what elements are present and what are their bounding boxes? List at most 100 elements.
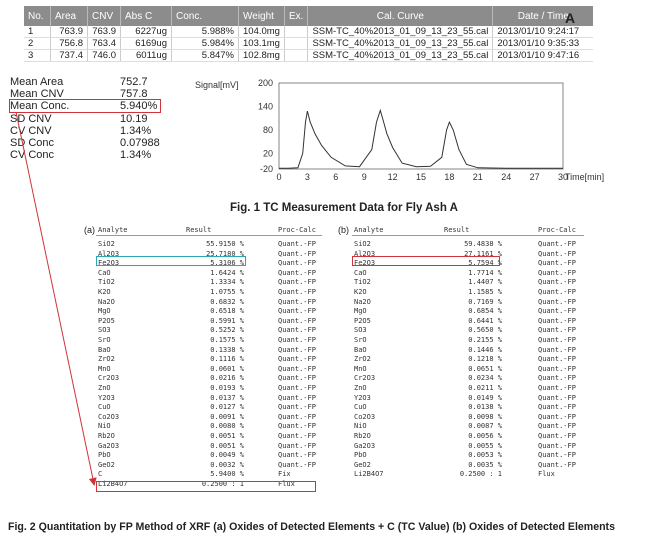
xrf-cell: Quant.-FP [278, 268, 316, 277]
xrf-cell: Quant.-FP [278, 278, 316, 287]
xrf-row: MgO 0.6518 % Quant.-FP [96, 307, 322, 316]
stat-value: 5.940% [120, 100, 158, 113]
xrf-row: Ga2O3 0.0055 % Quant.-FP [352, 442, 584, 451]
xrf-cell: Flux [278, 480, 295, 488]
xrf-cell: 0.0127 % [210, 403, 244, 412]
tc-table-cell: 756.8 [50, 37, 88, 50]
xrf-cell: 0.0149 % [468, 393, 502, 402]
xrf-cell: Quant.-FP [278, 422, 316, 431]
xrf-row: Cr2O3 0.0234 % Quant.-FP [352, 374, 584, 383]
xrf-cell: Quant.-FP [278, 403, 316, 412]
col-no: No. [24, 6, 51, 26]
xrf-cell: Ga2O3 [354, 441, 376, 450]
stat-label: Mean Conc. [10, 100, 70, 113]
al2o3-highlight-b [352, 256, 500, 266]
stat-label: SD CNV [10, 112, 52, 125]
col-area: Area [50, 6, 88, 26]
y-tick-label: 140 [258, 101, 273, 111]
xrf-cell: 0.0091 % [210, 412, 244, 421]
xrf-cell: NiO [354, 422, 367, 431]
xrf-row: K2O 1.1585 % Quant.-FP [352, 288, 584, 297]
xrf-row: ZrO2 0.1116 % Quant.-FP [96, 355, 322, 364]
xrf-cell: 59.4838 % [464, 240, 502, 248]
xrf-cell: Na2O [98, 297, 115, 306]
xrf-row: GeO2 0.0032 % Quant.-FP [96, 461, 322, 470]
xrf-row: ZrO2 0.1218 % Quant.-FP [352, 355, 584, 364]
tc-table-cell: 103.1mg [238, 37, 285, 50]
xrf-cell: Quant.-FP [278, 316, 316, 325]
xrf-cell: Cr2O3 [354, 374, 376, 383]
xrf-cell: 0.2500 : 1 [201, 480, 244, 488]
x-tick-label: 6 [333, 172, 338, 182]
xrf-cell: Quant.-FP [538, 355, 576, 364]
xrf-row: Y2O3 0.0137 % Quant.-FP [96, 394, 322, 403]
tc-table-cell: 1 [24, 26, 51, 38]
tc-table-row: 3 737.4 746.0 6011ug 5.847% 102.8mg SSM-TC_40%… [24, 49, 594, 62]
tc-table-cell [284, 37, 309, 50]
plot-frame [278, 82, 564, 170]
x-tick-label: 3 [305, 172, 310, 182]
xrf-cell: Rb2O [98, 432, 115, 440]
x-tick-label: 27 [530, 172, 540, 182]
xrf-row: CaO 1.7714 % Quant.-FP [352, 269, 584, 278]
xrf-cell: Quant.-FP [538, 384, 576, 392]
xrf-row: SrO 0.1575 % Quant.-FP [96, 336, 322, 345]
xrf-cell: 1.1585 % [468, 288, 502, 296]
xrf-row: NiO 0.0087 % Quant.-FP [352, 422, 584, 431]
tc-measurement-table: No. Area CNV Abs C Conc. Weight Ex. Cal.… [24, 6, 594, 62]
tc-table-cell: 102.8mg [238, 49, 285, 62]
xrf-cell: Quant.-FP [278, 374, 316, 383]
xrf-cell: 1.3334 % [210, 278, 244, 287]
stat-value: 10.19 [120, 112, 148, 125]
xrf-b-label: (b) [338, 225, 349, 235]
xrf-cell: 0.0055 % [468, 441, 502, 450]
xrf-cell: 27.1161 % [464, 249, 502, 258]
xrf-cell: 0.0056 % [468, 432, 502, 440]
stat-value: 0.07988 [120, 137, 160, 149]
xrf-cell: Quant.-FP [278, 393, 316, 402]
xrf-row: ZnO 0.0193 % Quant.-FP [96, 384, 322, 393]
tc-table-cell: 3 [24, 49, 51, 62]
xrf-row: Li2B4O7 0.2500 : 1 Flux [352, 470, 584, 479]
xrf-cell: Rb2O [354, 432, 371, 440]
xrf-cell: MgO [354, 307, 367, 316]
xrf-cell: GeO2 [98, 460, 115, 469]
xrf-cell: 0.0234 % [468, 374, 502, 383]
xrf-row: Rb2O 0.0056 % Quant.-FP [352, 432, 584, 441]
xrf-row: GeO2 0.0035 % Quant.-FP [352, 461, 584, 470]
xrf-cell: ZrO2 [354, 355, 371, 364]
xrf-cell: PbO [354, 451, 367, 460]
xrf-cell: BaO [354, 345, 367, 354]
xrf-row: TiO2 1.3334 % Quant.-FP [96, 278, 322, 287]
xrf-cell: Quant.-FP [278, 259, 316, 268]
tc-signal-chart: Signal[mV] 200 140 80 20 -20 0 3 6 9 12 15 18 21 24 2… [195, 78, 604, 182]
xrf-header-cell: Analyte [354, 226, 384, 234]
signal-series-line [279, 108, 563, 169]
xrf-cell: CaO [354, 268, 367, 277]
tc-table-cell [284, 49, 309, 62]
xrf-row: Na2O 0.7169 % Quant.-FP [352, 298, 584, 307]
xrf-row: PbO 0.0053 % Quant.-FP [352, 451, 584, 460]
xrf-cell: Quant.-FP [538, 278, 576, 287]
xrf-cell: MnO [98, 364, 111, 373]
xrf-cell: Quant.-FP [538, 460, 576, 469]
xrf-cell: 0.6854 % [468, 307, 502, 316]
xrf-row: ZnO 0.0211 % Quant.-FP [352, 384, 584, 393]
carbon-highlight-a [96, 481, 316, 492]
xrf-row: MnO 0.0651 % Quant.-FP [352, 365, 584, 374]
tc-table-cell: 104.0mg [238, 26, 285, 38]
xrf-cell: 0.0035 % [468, 460, 502, 469]
tc-table-cell: 2013/01/10 9:35:33 [492, 37, 594, 50]
xrf-cell: 25.7180 % [206, 249, 244, 258]
xrf-cell: Quant.-FP [278, 460, 316, 469]
stat-row: Mean Area 752.7 [10, 76, 148, 88]
xrf-cell: Fe2O3 [98, 259, 120, 268]
xrf-row: Li2B4O7 0.2500 : 1 Flux [96, 480, 322, 489]
xrf-cell: P2O5 [98, 316, 115, 325]
xrf-cell: ZnO [98, 384, 111, 392]
xrf-row: NiO 0.0080 % Quant.-FP [96, 422, 322, 431]
xrf-header-cell: Analyte [98, 226, 128, 234]
xrf-cell: 1.4407 % [468, 278, 502, 287]
xrf-row: Ga2O3 0.0051 % Quant.-FP [96, 442, 322, 451]
xrf-cell: 0.0051 % [210, 432, 244, 440]
